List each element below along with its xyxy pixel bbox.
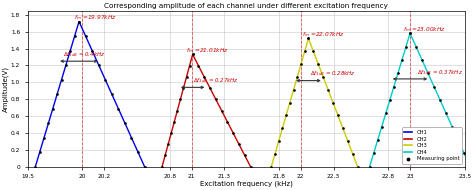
- Text: $\Delta f_{3dB}$ = 0.4kHz: $\Delta f_{3dB}$ = 0.4kHz: [63, 50, 105, 59]
- X-axis label: Excitation frequency (kHz): Excitation frequency (kHz): [200, 181, 292, 187]
- Y-axis label: Amplitude(V): Amplitude(V): [3, 66, 9, 112]
- Text: $\Delta f_{3dB}$ = 0.28kHz: $\Delta f_{3dB}$ = 0.28kHz: [310, 70, 356, 78]
- Text: $f_m$ =21.01kHz: $f_m$ =21.01kHz: [186, 46, 229, 55]
- Legend: CH1, CH2, CH3, CH4, Measuring point: CH1, CH2, CH3, CH4, Measuring point: [402, 127, 462, 164]
- Text: $\Delta f_{3dB}$ = 0.27kHz: $\Delta f_{3dB}$ = 0.27kHz: [192, 76, 238, 85]
- Text: $f_m$ =23.00kHz: $f_m$ =23.00kHz: [403, 25, 447, 34]
- Title: Corresponding amplitude of each channel under different excitation frequency: Corresponding amplitude of each channel …: [104, 3, 388, 9]
- Text: $f_m$ =19.97kHz: $f_m$ =19.97kHz: [73, 13, 117, 22]
- Text: $f_m$ =22.07kHz: $f_m$ =22.07kHz: [302, 30, 345, 39]
- Text: $\Delta f_{3dB}$ = 0.37kHz: $\Delta f_{3dB}$ = 0.37kHz: [417, 68, 463, 77]
